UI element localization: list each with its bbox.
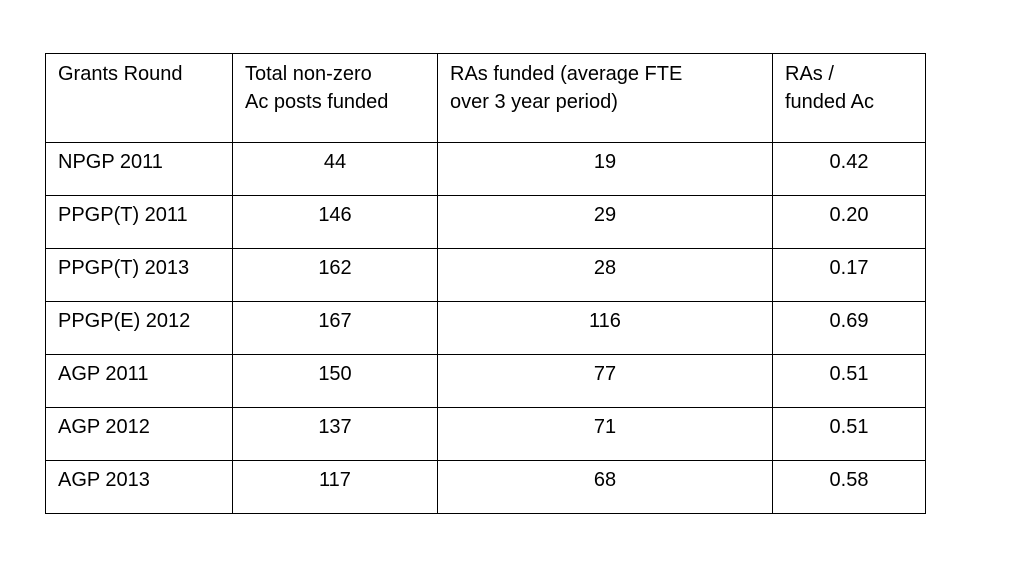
table-cell: PPGP(T) 2013	[45, 248, 233, 302]
table-row: PPGP(E) 2012 167 116 0.69	[45, 301, 926, 355]
table-cell: 68	[437, 460, 773, 514]
table-row: AGP 2012 137 71 0.51	[45, 407, 926, 461]
table-cell: 0.17	[772, 248, 926, 302]
table-cell: 146	[232, 195, 438, 249]
table-cell: 71	[437, 407, 773, 461]
table-cell: 0.69	[772, 301, 926, 355]
grants-table: Grants Round Total non-zero Ac posts fun…	[45, 53, 926, 514]
table-cell: 28	[437, 248, 773, 302]
table-body: NPGP 2011 44 19 0.42 PPGP(T) 2011 146 29 0.20 PP…	[45, 142, 926, 514]
table-cell: 19	[437, 142, 773, 196]
table-cell: AGP 2012	[45, 407, 233, 461]
table-cell: 0.20	[772, 195, 926, 249]
table-cell: 44	[232, 142, 438, 196]
table-cell: 117	[232, 460, 438, 514]
table-cell: 0.58	[772, 460, 926, 514]
table-cell: 137	[232, 407, 438, 461]
table-cell: 162	[232, 248, 438, 302]
table-cell: PPGP(E) 2012	[45, 301, 233, 355]
table-cell: NPGP 2011	[45, 142, 233, 196]
table-cell: 0.51	[772, 354, 926, 408]
table-cell: PPGP(T) 2011	[45, 195, 233, 249]
header-row: Grants Round Total non-zero Ac posts fun…	[45, 53, 926, 143]
grants-table-container: Grants Round Total non-zero Ac posts fun…	[45, 53, 926, 514]
column-header-ras-per-funded-ac: RAs / funded Ac	[772, 53, 926, 143]
column-header-total-nonzero-ac-posts: Total non-zero Ac posts funded	[232, 53, 438, 143]
table-row: PPGP(T) 2011 146 29 0.20	[45, 195, 926, 249]
table-cell: 116	[437, 301, 773, 355]
table-cell: 77	[437, 354, 773, 408]
table-row: NPGP 2011 44 19 0.42	[45, 142, 926, 196]
table-cell: AGP 2013	[45, 460, 233, 514]
table-cell: AGP 2011	[45, 354, 233, 408]
table-row: AGP 2013 117 68 0.58	[45, 460, 926, 514]
table-cell: 29	[437, 195, 773, 249]
table-cell: 167	[232, 301, 438, 355]
table-cell: 0.42	[772, 142, 926, 196]
table-cell: 150	[232, 354, 438, 408]
table-cell: 0.51	[772, 407, 926, 461]
column-header-ras-funded: RAs funded (average FTE over 3 year peri…	[437, 53, 773, 143]
table-header: Grants Round Total non-zero Ac posts fun…	[45, 53, 926, 143]
column-header-grants-round: Grants Round	[45, 53, 233, 143]
table-row: AGP 2011 150 77 0.51	[45, 354, 926, 408]
table-row: PPGP(T) 2013 162 28 0.17	[45, 248, 926, 302]
